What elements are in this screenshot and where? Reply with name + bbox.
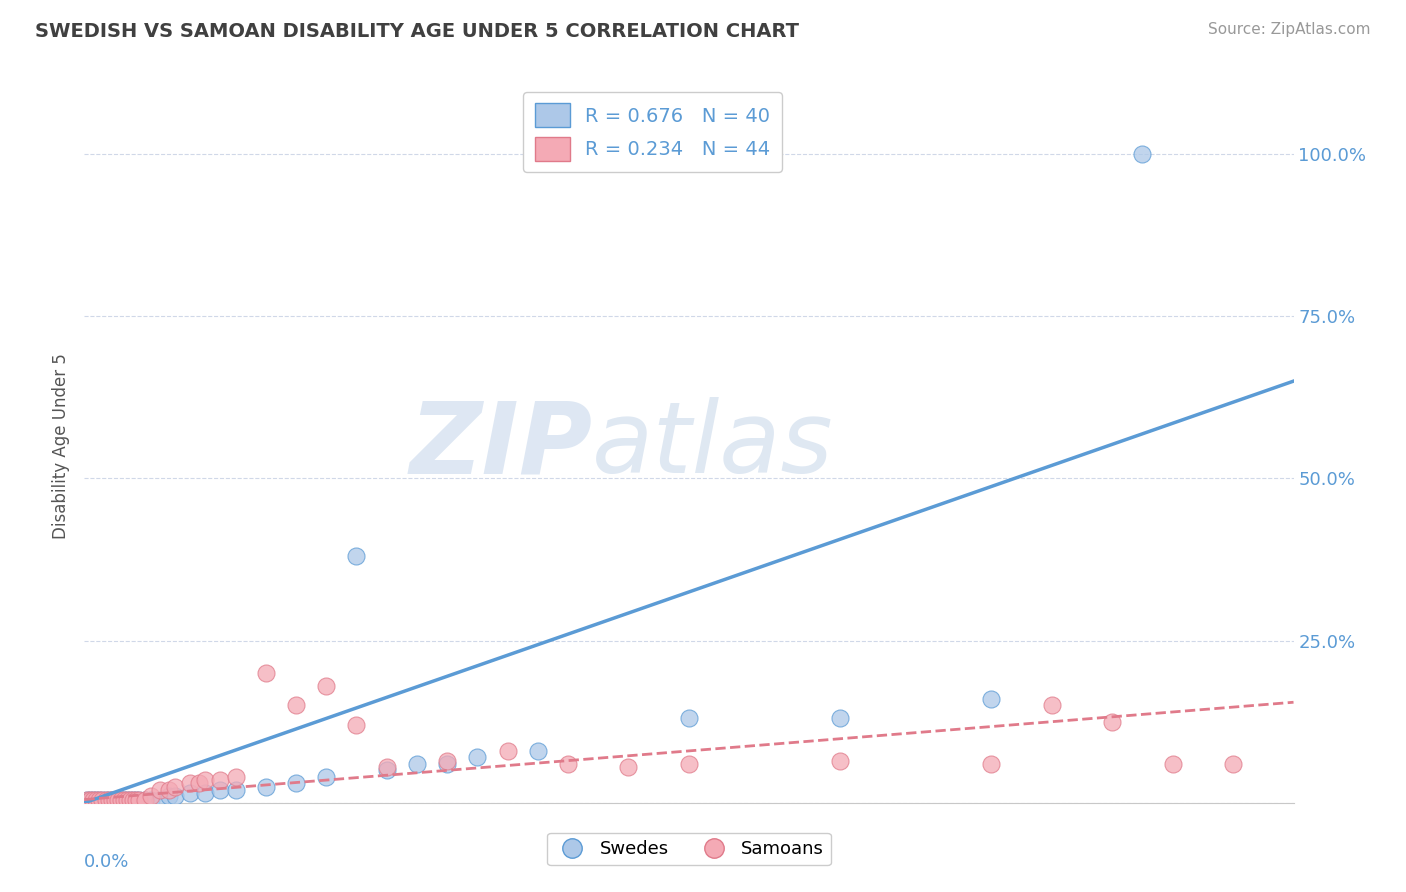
Point [110,792,132,806]
Point [149,782,172,797]
Point [1040,698,1063,713]
Point [254,666,277,681]
Point [97,792,120,806]
Point [830,754,852,768]
Point [76,792,98,806]
Text: Source: ZipAtlas.com: Source: ZipAtlas.com [1208,22,1371,37]
Point [125,792,148,806]
Y-axis label: Disability Age Under 5: Disability Age Under 5 [52,353,70,539]
Point [225,782,247,797]
Point [112,792,135,806]
Point [179,776,201,790]
Point [112,792,135,806]
Point [678,756,700,771]
Point [118,792,141,806]
Point [980,692,1002,706]
Point [134,792,156,806]
Point [76,792,98,806]
Point [285,776,308,790]
Point [110,792,132,806]
Legend: Swedes, Samoans: Swedes, Samoans [547,833,831,865]
Point [118,792,141,806]
Point [179,786,201,800]
Point [100,792,122,806]
Point [115,792,138,806]
Point [165,789,187,804]
Point [128,792,150,806]
Point [209,773,232,788]
Text: 0.0%: 0.0% [84,853,129,871]
Point [94,792,117,806]
Point [125,792,148,806]
Text: SWEDISH VS SAMOAN DISABILITY AGE UNDER 5 CORRELATION CHART: SWEDISH VS SAMOAN DISABILITY AGE UNDER 5… [35,22,799,41]
Point [436,754,458,768]
Point [496,744,519,758]
Point [285,698,308,713]
Point [980,756,1002,771]
Point [82,792,104,806]
Point [89,792,111,806]
Point [97,792,120,806]
Point [467,750,489,764]
Point [225,770,247,784]
Point [100,792,122,806]
Point [128,792,150,806]
Point [617,760,640,774]
Point [134,792,156,806]
Point [1101,714,1123,729]
Point [406,756,429,771]
Point [436,756,458,771]
Point [107,792,129,806]
Text: ZIP: ZIP [409,398,592,494]
Point [121,792,143,806]
Point [346,549,368,564]
Point [157,789,180,804]
Point [375,764,398,778]
Point [557,756,579,771]
Point [107,792,129,806]
Point [139,789,162,804]
Point [678,711,700,725]
Point [91,792,114,806]
Point [104,792,127,806]
Point [165,780,187,794]
Point [157,782,180,797]
Point [346,718,368,732]
Point [94,792,117,806]
Point [188,776,211,790]
Point [315,679,337,693]
Point [89,792,111,806]
Point [149,792,172,806]
Point [194,773,217,788]
Point [79,792,101,806]
Point [104,792,127,806]
Point [139,792,162,806]
Point [121,792,143,806]
Point [86,792,108,806]
Point [254,780,277,794]
Point [375,760,398,774]
Point [115,792,138,806]
Point [209,782,232,797]
Text: atlas: atlas [592,398,834,494]
Point [830,711,852,725]
Point [79,792,101,806]
Point [315,770,337,784]
Point [1130,147,1153,161]
Point [527,744,550,758]
Point [1222,756,1244,771]
Point [91,792,114,806]
Point [86,792,108,806]
Point [82,792,104,806]
Point [1161,756,1184,771]
Point [194,786,217,800]
